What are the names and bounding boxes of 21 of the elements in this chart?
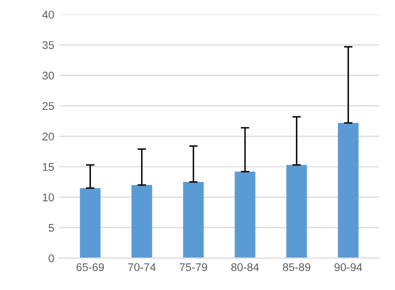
- x-tick-label: 75-79: [180, 263, 208, 272]
- y-tick-label: 35: [42, 41, 54, 50]
- y-tick-label: 0: [48, 254, 54, 262]
- y-tick-label: 25: [42, 102, 54, 110]
- y-tick-label: 15: [42, 163, 54, 171]
- bar: [183, 182, 204, 258]
- y-tick-label: 5: [48, 224, 54, 232]
- bar: [338, 122, 359, 258]
- y-tick-label: 30: [42, 72, 54, 80]
- y-tick-label: 20: [42, 132, 54, 140]
- x-tick-label: 80-84: [231, 263, 259, 272]
- bar: [286, 164, 307, 258]
- y-tick-label: 10: [42, 193, 54, 202]
- x-tick-label: 85-89: [282, 263, 310, 272]
- bar: [131, 185, 152, 258]
- x-tick-label: 90-94: [334, 263, 362, 272]
- x-tick-label: 65-69: [76, 263, 104, 272]
- bar: [234, 172, 256, 258]
- x-tick-label: 70-74: [128, 263, 156, 272]
- y-tick-label: 40: [42, 10, 54, 19]
- bar: [80, 188, 101, 258]
